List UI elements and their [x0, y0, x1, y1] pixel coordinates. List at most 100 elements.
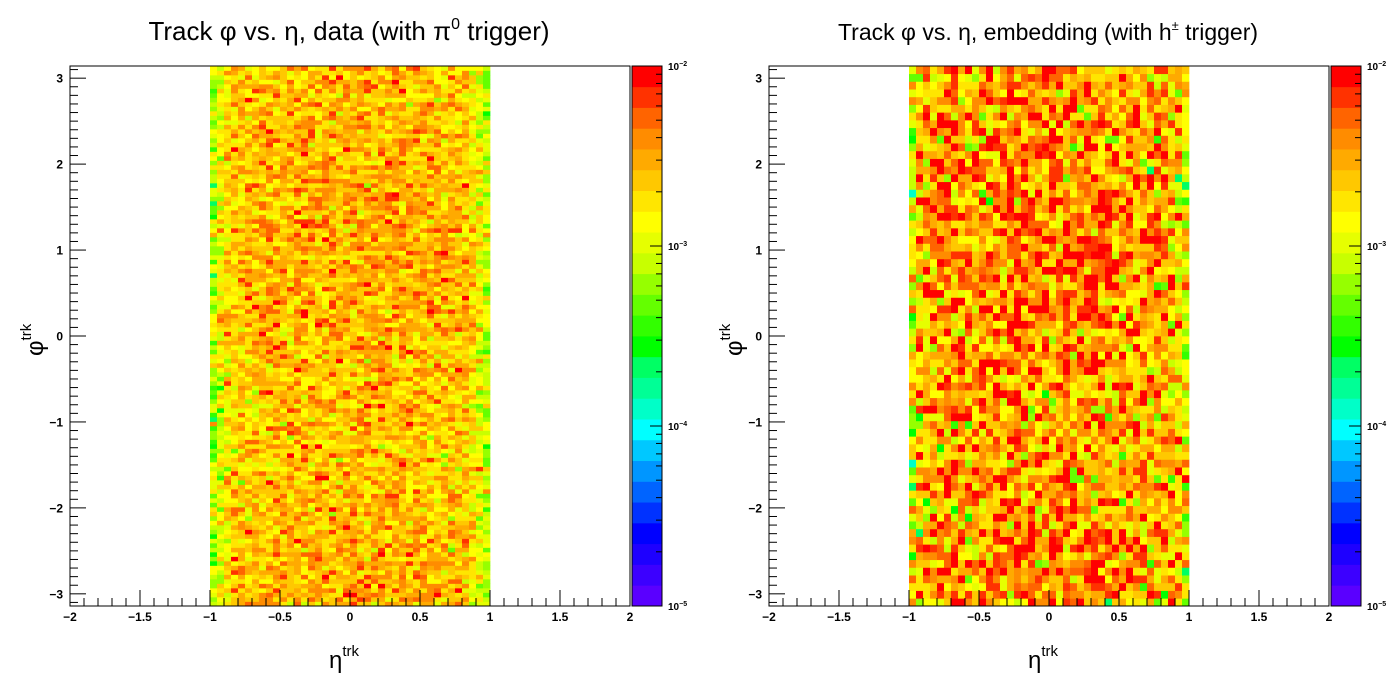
heatmap-cell [245, 408, 253, 413]
heatmap-cell [245, 129, 253, 134]
heatmap-cell [385, 237, 393, 242]
heatmap-cell [329, 318, 337, 323]
heatmap-cell [455, 124, 463, 130]
heatmap-cell [252, 192, 260, 197]
heatmap-cell [350, 430, 358, 436]
heatmap-cell [406, 70, 414, 76]
heatmap-cell [343, 552, 351, 557]
heatmap-cell [343, 412, 351, 418]
heatmap-cell [441, 552, 449, 557]
heatmap-cell [231, 97, 239, 103]
heatmap-cell [210, 475, 218, 481]
heatmap-cell [483, 178, 491, 184]
heatmap-cell [385, 133, 393, 139]
heatmap-cell [336, 358, 344, 364]
heatmap-cell [392, 390, 400, 395]
heatmap-cell [301, 489, 309, 494]
heatmap-cell [413, 597, 421, 602]
heatmap-cell [266, 466, 274, 472]
heatmap-cell [217, 255, 225, 260]
heatmap-cell [336, 156, 344, 161]
heatmap-cell [469, 124, 477, 130]
heatmap-cell [308, 520, 316, 526]
heatmap-cell [350, 471, 358, 476]
heatmap-cell [280, 372, 288, 377]
heatmap-cell [231, 457, 239, 463]
heatmap-cell [378, 318, 386, 323]
heatmap-cell [350, 133, 358, 139]
heatmap-cell [238, 66, 246, 71]
heatmap-cell [287, 520, 295, 526]
heatmap-cell [210, 448, 218, 454]
heatmap-cell [273, 120, 281, 125]
heatmap-cell [364, 309, 372, 314]
heatmap-cell [329, 511, 337, 517]
heatmap-cell [420, 471, 428, 476]
heatmap-cell [413, 84, 421, 89]
heatmap-cell [392, 561, 400, 566]
heatmap-cell [385, 174, 393, 179]
heatmap-cell [378, 538, 386, 544]
heatmap-cell [469, 313, 477, 319]
heatmap-cell [315, 201, 323, 206]
heatmap-cell [217, 484, 225, 490]
heatmap-cell [273, 453, 281, 458]
heatmap-cell [371, 160, 379, 166]
heatmap-cell [413, 520, 421, 526]
heatmap-cell [455, 219, 463, 224]
heatmap-cell [329, 462, 337, 467]
colorbar-segment [632, 564, 662, 586]
heatmap-cell [350, 147, 358, 152]
heatmap-cell [455, 336, 463, 341]
heatmap-cell [385, 529, 393, 535]
heatmap-cell [357, 552, 365, 557]
heatmap-cell [441, 192, 449, 197]
heatmap-cell [322, 160, 330, 166]
heatmap-cell [217, 277, 225, 283]
heatmap-cell [448, 151, 456, 157]
heatmap-cell [224, 259, 232, 265]
heatmap-cell [336, 597, 344, 602]
heatmap-cell [476, 187, 484, 193]
heatmap-cell [385, 304, 393, 310]
heatmap-cell [357, 534, 365, 539]
heatmap-cell [280, 75, 288, 80]
heatmap-cell [399, 583, 407, 589]
heatmap-cell [392, 304, 400, 310]
heatmap-cell [476, 70, 484, 76]
heatmap-cell [301, 435, 309, 440]
heatmap-cell [392, 250, 400, 256]
heatmap-cell [252, 318, 260, 323]
heatmap-cell [266, 304, 274, 310]
heatmap-cell [462, 183, 470, 188]
heatmap-cell [427, 165, 435, 170]
heatmap-cell [231, 363, 239, 368]
heatmap-cell [427, 403, 435, 409]
heatmap-cell [413, 426, 421, 431]
heatmap-cell [350, 178, 358, 184]
heatmap-cell [350, 84, 358, 89]
heatmap-cell [287, 376, 295, 382]
heatmap-cell [385, 250, 393, 256]
heatmap-cell [350, 417, 358, 422]
heatmap-cell [210, 507, 218, 512]
heatmap-cell [301, 309, 309, 314]
heatmap-cell [385, 93, 393, 98]
heatmap-cell [329, 264, 337, 269]
heatmap-cell [434, 250, 442, 256]
heatmap-cell [210, 322, 218, 328]
heatmap-cell [476, 84, 484, 89]
heatmap-cell [441, 336, 449, 341]
heatmap-cell [399, 277, 407, 283]
heatmap-cell [434, 111, 442, 116]
heatmap-cell [322, 273, 330, 278]
heatmap-cell [273, 354, 281, 359]
heatmap-cell [252, 246, 260, 251]
heatmap-cell [392, 115, 400, 121]
heatmap-cell [441, 534, 449, 539]
heatmap-cell [392, 556, 400, 562]
heatmap-cell [287, 340, 295, 346]
heatmap-cell [308, 169, 316, 175]
heatmap-cell [210, 165, 218, 170]
heatmap-cell [280, 232, 288, 238]
